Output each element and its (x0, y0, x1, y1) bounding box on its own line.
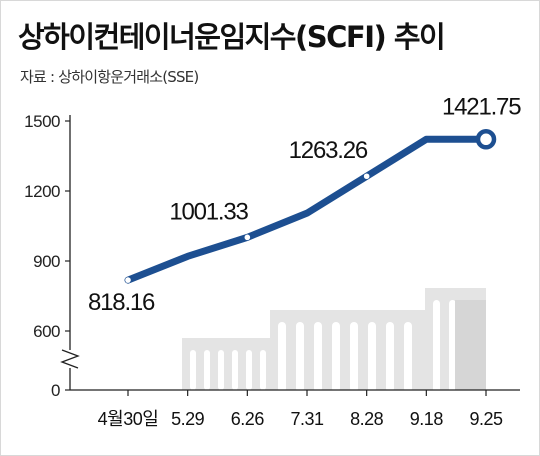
container-rib (204, 350, 210, 390)
x-tick-label: 4월30일 (98, 409, 159, 429)
y-tick-label: 900 (33, 252, 60, 271)
container-rib (386, 322, 394, 390)
y-tick-label: 0 (51, 381, 60, 400)
x-tick-label: 7.31 (290, 409, 324, 429)
y-axis: 0 600 900 1200 1500 (24, 112, 80, 400)
y-tick-label: 1200 (24, 182, 60, 201)
container-door (455, 300, 486, 390)
container-box (182, 338, 272, 390)
container-rib (332, 322, 340, 390)
data-label: 818.16 (88, 289, 155, 316)
chart-source: 자료 : 상하이항운거래소(SSE) (20, 68, 199, 86)
axis-break-mark (60, 349, 80, 369)
container-rib (190, 350, 196, 390)
end-point-marker (475, 129, 497, 150)
container-rib (260, 350, 266, 390)
data-markers (125, 129, 497, 283)
container-rib (433, 300, 440, 390)
data-point-marker (125, 277, 131, 283)
container-rib (246, 350, 252, 390)
container-rib (368, 322, 376, 390)
x-tick-label: 6.26 (231, 409, 265, 429)
x-tick-label: 8.28 (350, 409, 384, 429)
data-label: 1263.26 (289, 137, 368, 164)
container-rib (314, 322, 322, 390)
container-rib (404, 322, 412, 390)
data-label: 1421.75 (442, 93, 521, 120)
container-rib (218, 350, 224, 390)
data-label: 1001.33 (169, 198, 248, 225)
data-point-marker (363, 173, 370, 180)
container-rib (449, 300, 456, 390)
series-line (124, 135, 490, 284)
data-point-marker (244, 234, 251, 241)
x-axis: 4월30일 5.29 6.26 7.31 8.28 9.18 9.25 (70, 389, 520, 429)
container-rib (350, 322, 358, 390)
container-rib (296, 322, 304, 390)
container-illustration (182, 288, 486, 390)
x-tick-label: 9.18 (410, 409, 444, 429)
container-rib (232, 350, 238, 390)
y-tick-label: 1500 (24, 112, 60, 131)
x-tick-label: 9.25 (469, 409, 503, 429)
data-labels: 818.16 1001.33 1263.26 1421.75 (88, 93, 522, 316)
chart-title: 상하이컨테이너운임지수(SCFI) 추이 (18, 20, 446, 54)
container-rib (278, 322, 286, 390)
y-tick-label: 600 (33, 322, 60, 341)
x-tick-label: 5.29 (171, 409, 205, 429)
